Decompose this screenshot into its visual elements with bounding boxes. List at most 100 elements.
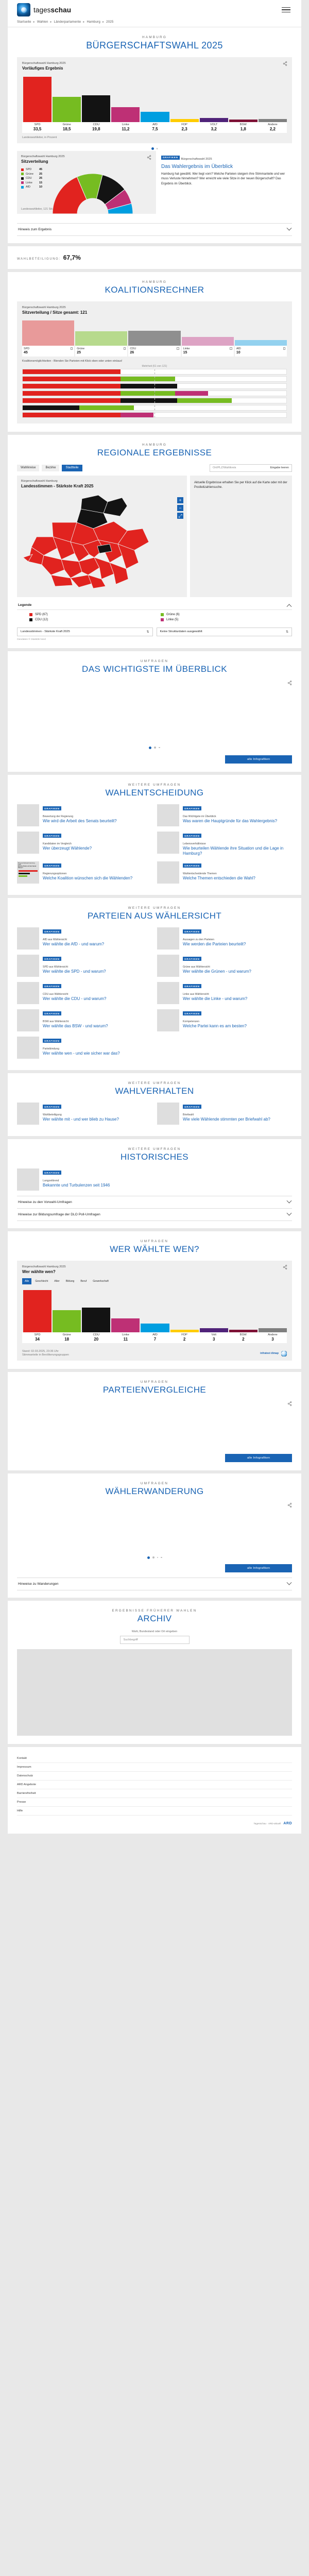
teaser-title[interactable]: Wer wählte die CDU - und warum?	[43, 996, 107, 1001]
chevron-up-icon[interactable]	[286, 603, 292, 609]
teaser-title[interactable]: Wer wählte die SPD - und warum?	[43, 969, 106, 974]
carousel-dot-3[interactable]	[159, 747, 160, 749]
party-checkbox[interactable]	[230, 347, 232, 350]
overview-carousel[interactable]	[17, 680, 292, 742]
teaser-card[interactable]: GRAFIKEN Linke aus Wählersicht Wer wählte …	[157, 981, 292, 1004]
teaser-title[interactable]: Wer wählte die AfD - und warum?	[43, 941, 105, 946]
seat-toggle-linke[interactable]: Linke 15	[181, 345, 234, 357]
carousel-dot-2[interactable]	[152, 1556, 154, 1558]
breadcrumb-item-wahlen[interactable]: Wahlen	[37, 20, 48, 24]
share-icon[interactable]	[287, 1502, 292, 1507]
party-checkbox[interactable]	[123, 347, 126, 350]
zoom-in-icon[interactable]: +	[177, 497, 183, 503]
coalition-option[interactable]	[22, 390, 287, 396]
site-logo[interactable]: tagesschau	[17, 3, 71, 16]
select-map-metric[interactable]: Landesstimmen - Stärkste Kraft 2025 ⇅	[17, 627, 153, 636]
party-checkbox[interactable]	[283, 347, 286, 350]
location-search[interactable]: Ort/PLZ/Wahlkreis Eingabe leeren	[210, 464, 292, 472]
hamburg-map-svg[interactable]	[21, 493, 181, 590]
clear-input-button[interactable]: Eingabe leeren	[270, 466, 289, 469]
breadcrumb-item-startseite[interactable]: Startseite	[17, 20, 31, 24]
teaser-card[interactable]: GRAFIKEN Kandidaten im Vergleich Wer überz…	[17, 831, 152, 856]
parteienvergleiche-carousel[interactable]	[17, 1401, 292, 1451]
carousel-dot-1[interactable]	[147, 1556, 150, 1559]
zoom-out-icon[interactable]: −	[177, 504, 183, 511]
breadcrumb-item-2025[interactable]: 2025	[106, 20, 114, 24]
coalition-option[interactable]	[22, 397, 287, 403]
teaser-card[interactable]: Bürgerschaftswahl Hamburg 2025 Welche Par…	[17, 861, 152, 884]
group-filter-chips[interactable]: Alle Geschlecht Alter Bildung Beruf Gewerksch…	[22, 1278, 287, 1284]
koalition-seat-labels[interactable]: SPD 45 Grüne 25 CDU 26 Linke 15 AfD 10	[22, 345, 287, 357]
teaser-card[interactable]: GRAFIKEN Lebensverhältnisse Wie beurteilen…	[157, 831, 292, 856]
teaser-card[interactable]: GRAFIKEN SPD aus Wählersicht Wer wählte di…	[17, 954, 152, 977]
teaser-card[interactable]: GRAFIKEN Wahlentscheidende Themen Welche T…	[157, 861, 292, 884]
teaser-title[interactable]: Wie viele Wählende stimmten per Briefwah…	[183, 1116, 270, 1122]
seat-bar-afd[interactable]	[234, 340, 287, 346]
teaser-title[interactable]: Was waren die Hauptgründe für das Wahler…	[183, 818, 278, 823]
teaser-card[interactable]: GRAFIKEN Briefwahl Wie viele Wählende stim…	[157, 1102, 292, 1125]
share-icon[interactable]	[283, 1264, 287, 1269]
seat-toggle-cdu[interactable]: CDU 26	[128, 345, 181, 357]
coalition-option[interactable]	[22, 412, 287, 418]
tab-stadtteile[interactable]: Stadtteile	[62, 464, 82, 471]
seat-bar-spd[interactable]	[22, 320, 75, 346]
archiv-germany-map[interactable]	[17, 1649, 292, 1736]
footer-link[interactable]: Kontakt	[17, 1754, 292, 1763]
waehlerwanderung-carousel[interactable]	[17, 1502, 292, 1552]
teaser-card[interactable]: GRAFIKEN Kompetenzen Welche Partei kann es…	[157, 1009, 292, 1031]
alle-infografiken-button[interactable]: alle Infografiken	[225, 1564, 292, 1572]
waehlerwanderung-dots[interactable]	[8, 1552, 301, 1560]
coalition-option[interactable]	[22, 376, 287, 382]
coalition-option[interactable]	[22, 383, 287, 389]
alle-infografiken-button[interactable]: alle Infografiken	[225, 755, 292, 764]
carousel-dot-4[interactable]	[161, 1556, 162, 1558]
share-icon[interactable]	[287, 1401, 292, 1406]
seat-toggle-grüne[interactable]: Grüne 25	[75, 345, 128, 357]
archiv-search-input[interactable]: Suchbegriff	[119, 1635, 190, 1644]
fullscreen-icon[interactable]: ⤢	[177, 512, 183, 519]
filter-chip-geschlecht[interactable]: Geschlecht	[32, 1278, 51, 1284]
teaser-card[interactable]: GRAFIKEN CDU aus Wählersicht Wer wählte di…	[17, 981, 152, 1004]
seat-toggle-spd[interactable]: SPD 45	[22, 345, 75, 357]
seat-bar-grüne[interactable]	[75, 331, 128, 346]
location-search-placeholder[interactable]: Ort/PLZ/Wahlkreis	[213, 466, 236, 469]
party-checkbox[interactable]	[177, 347, 179, 350]
carousel-dot-2[interactable]	[156, 148, 158, 149]
teaser-card[interactable]: GRAFIKEN Das Wichtigste im Überblick Was w…	[157, 804, 292, 826]
footer-link[interactable]: Presse	[17, 1798, 292, 1807]
tab-wahlkreise[interactable]: Wahlkreise	[17, 464, 40, 471]
teaser-card[interactable]: GRAFIKEN Wahlbeteiligung Wer wählte mit - …	[17, 1102, 152, 1125]
teaser-card[interactable]: GRAFIKEN Grüne aus Wählersicht Wer wählte …	[157, 954, 292, 977]
carousel-dots[interactable]	[8, 143, 301, 151]
teaser-title[interactable]: Welche Koalition wünschen sich die Wähle…	[43, 875, 133, 880]
carousel-dot-2[interactable]	[154, 747, 157, 749]
legend-header[interactable]: Legende	[17, 601, 292, 610]
filter-chip-gewerkschaft[interactable]: Gewerkschaft	[90, 1278, 111, 1284]
coalition-option[interactable]	[22, 404, 287, 411]
teaser-title[interactable]: Wer wählte die Grünen - und warum?	[183, 969, 251, 974]
overview-teaser[interactable]: GRAFIKENBürgerschaftswahl 2025 Das Wahle…	[161, 151, 292, 214]
tab-bezirke[interactable]: Bezirke	[42, 464, 60, 471]
hamburger-menu-icon[interactable]	[280, 6, 292, 14]
filter-chip-bildung[interactable]: Bildung	[63, 1278, 77, 1284]
share-icon[interactable]	[283, 61, 287, 66]
footer-link[interactable]: ARD Angebote	[17, 1781, 292, 1789]
footer-link[interactable]: Hilfe	[17, 1807, 292, 1816]
teaser-title[interactable]: Wer überzeugt Wählende?	[43, 845, 92, 851]
regional-tabs[interactable]: Wahlkreise Bezirke Stadtteile Ort/PLZ/Wa…	[17, 464, 292, 472]
teaser-title[interactable]: Wie beurteilen Wählende ihre Situation u…	[183, 845, 284, 856]
teaser-title[interactable]: Wer wählte das BSW - und warum?	[43, 1023, 108, 1028]
filter-chip-beruf[interactable]: Beruf	[78, 1278, 90, 1284]
teaser-title[interactable]: Welche Themen entschieden die Wahl?	[183, 875, 255, 880]
map-controls[interactable]: + − ⤢	[177, 497, 183, 519]
teaser-card[interactable]: GRAFIKEN Bewertung der Regierung Wie wird …	[17, 804, 152, 826]
breadcrumb-item-laenderparlamente[interactable]: Länderparlamente	[54, 20, 81, 24]
map-selects[interactable]: Landesstimmen - Stärkste Kraft 2025 ⇅ Ke…	[17, 627, 292, 636]
teaser-title[interactable]: Bekannte und Turbulenzen seit 1946	[43, 1182, 110, 1188]
party-checkbox[interactable]	[70, 347, 73, 350]
seat-bar-cdu[interactable]	[128, 331, 181, 346]
result-map[interactable]: Bürgerschaftswahl Hamburg Landesstimmen …	[17, 475, 187, 597]
hinweise-bildung-accordion[interactable]: Hinweise zur Bildungsumfrage der DLO Pol…	[17, 1209, 292, 1221]
overview-carousel-dots[interactable]	[8, 742, 301, 750]
teaser-card[interactable]: GRAFIKEN Parteibindung Wer wählte wen - un…	[17, 1036, 152, 1059]
